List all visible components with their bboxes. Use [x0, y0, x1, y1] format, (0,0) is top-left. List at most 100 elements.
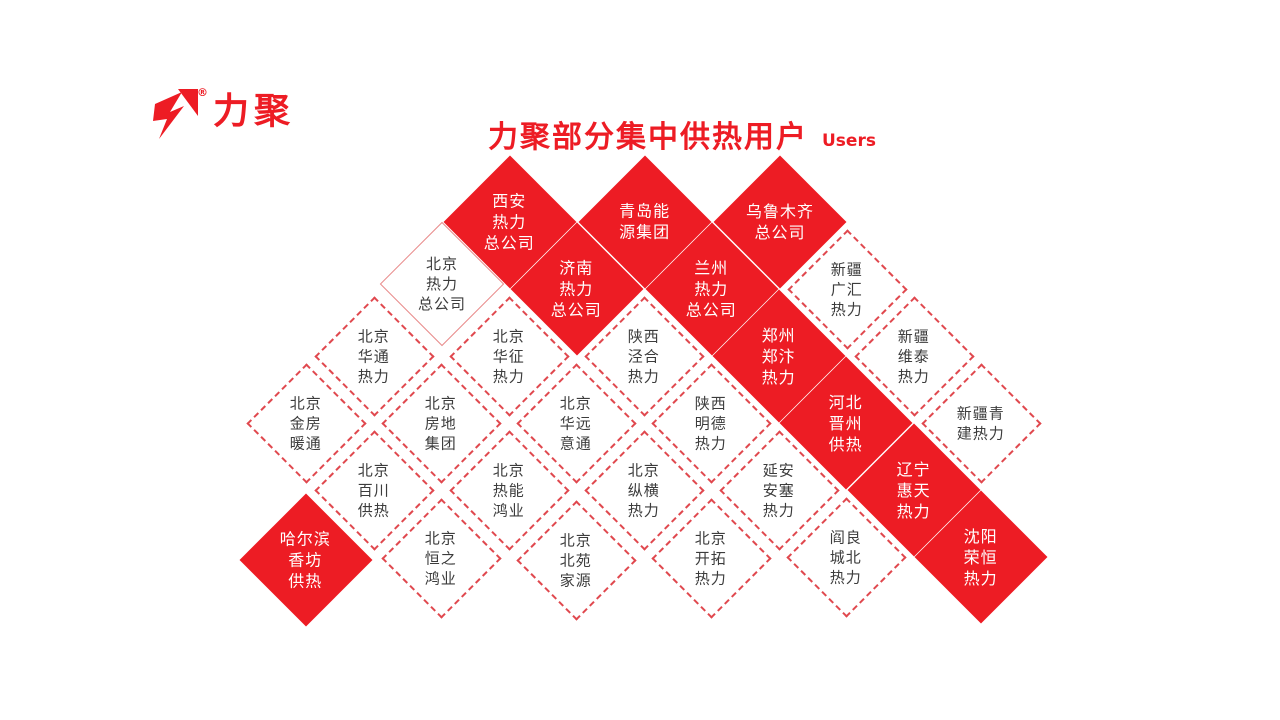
company-label-line: 乌鲁木齐 — [745, 201, 815, 221]
company-label: 北京 华征 热力 — [493, 326, 525, 386]
company-label-line: 沈阳 — [963, 526, 999, 546]
company-label: 北京 纵横 热力 — [628, 460, 660, 520]
company-label-line: 延安 — [762, 460, 796, 479]
company-label-line: 华远 — [559, 413, 593, 432]
company-label-line: 北京 — [357, 460, 391, 479]
company-label-line: 北京 — [424, 393, 458, 412]
company-label-line: 明德 — [694, 413, 728, 432]
lightning-logo-icon: ® — [151, 86, 208, 142]
company-label-line: 家源 — [559, 570, 593, 589]
company-label-line: 北京 — [492, 326, 526, 345]
company-label-line: 热能 — [492, 480, 526, 499]
company-label-line: 热力 — [829, 567, 863, 586]
company-label-line: 金房 — [289, 413, 323, 432]
company-label-line: 青岛能 — [619, 201, 671, 221]
company-label: 北京 金房 暖通 — [290, 393, 322, 453]
company-label-line: 北京 — [559, 530, 593, 549]
company-label: 辽宁 惠天 热力 — [897, 458, 931, 521]
company-label-line: 西安 — [492, 191, 528, 211]
company-label-line: 香坊 — [288, 550, 324, 570]
company-label-line: 北京 — [492, 460, 526, 479]
company-label-line: 热力 — [492, 366, 526, 385]
company-label: 延安 安塞 热力 — [763, 460, 795, 520]
company-label-line: 百川 — [357, 480, 391, 499]
company-label-line: 陕西 — [694, 393, 728, 412]
company-label-line: 城北 — [829, 547, 863, 566]
brand-name: 力聚 — [213, 91, 296, 132]
company-label-line: 热力 — [897, 366, 931, 385]
company-label: 西安 热力 总公司 — [484, 190, 535, 253]
company-label-line: 恒之 — [424, 548, 458, 567]
company-label: 新疆青 建热力 — [957, 403, 1005, 443]
company-label-line: 北京 — [424, 528, 458, 547]
company-label-line: 热力 — [357, 366, 391, 385]
company-label-line: 热力 — [694, 433, 728, 452]
company-label-line: 华征 — [492, 346, 526, 365]
company-label: 沈阳 荣恒 热力 — [964, 525, 998, 588]
company-label-line: 房地 — [424, 413, 458, 432]
company-label: 陕西 泾合 热力 — [628, 326, 660, 386]
company-label: 北京 百川 供热 — [358, 460, 390, 520]
company-label-line: 热力 — [963, 568, 999, 588]
company-label-line: 新疆 — [830, 259, 864, 278]
company-label-line: 北京 — [425, 254, 459, 273]
company-label-line: 陕西 — [627, 326, 661, 345]
company-label-line: 总公司 — [754, 222, 806, 242]
company-label-line: 兰州 — [694, 258, 730, 278]
company-label-line: 新疆 — [897, 326, 931, 345]
company-label-line: 河北 — [828, 392, 864, 412]
company-label-line: 总公司 — [551, 300, 603, 320]
company-label-line: 总公司 — [484, 233, 536, 253]
company-label-line: 供热 — [288, 571, 324, 591]
company-label: 北京 热力 总公司 — [418, 254, 466, 314]
company-label-line: 新疆青 — [956, 403, 1006, 422]
company-label-line: 热力 — [761, 367, 797, 387]
company-label-line: 泾合 — [627, 346, 661, 365]
page-subtitle: Users — [822, 131, 876, 151]
company-label-line: 热力 — [896, 501, 932, 521]
company-label-line: 热力 — [694, 279, 730, 299]
page-title: 力聚部分集中供热用户 — [488, 120, 808, 155]
company-label-line: 热力 — [762, 500, 796, 519]
company-label-line: 北京 — [627, 460, 661, 479]
company-label-line: 济南 — [559, 258, 595, 278]
company-label-line: 晋州 — [828, 413, 864, 433]
company-label: 哈尔滨 香坊 供热 — [280, 528, 331, 591]
company-label-line: 北京 — [289, 393, 323, 412]
company-label-line: 供热 — [357, 500, 391, 519]
company-label-line: 集团 — [424, 433, 458, 452]
company-label: 北京 热能 鸿业 — [493, 460, 525, 520]
company-label-line: 鸿业 — [424, 568, 458, 587]
company-label-line: 热力 — [694, 568, 728, 587]
company-label-line: 荣恒 — [963, 547, 999, 567]
company-label: 陕西 明德 热力 — [695, 393, 727, 453]
company-label: 新疆 维泰 热力 — [898, 326, 930, 386]
company-label: 阎良 城北 热力 — [830, 527, 862, 587]
company-label-line: 意通 — [559, 433, 593, 452]
company-label: 北京 房地 集团 — [425, 393, 457, 453]
company-label: 乌鲁木齐 总公司 — [746, 201, 814, 243]
company-label: 青岛能 源集团 — [619, 201, 670, 243]
company-label-line: 热力 — [425, 274, 459, 293]
company-label: 北京 北苑 家源 — [560, 530, 592, 590]
company-label-line: 热力 — [830, 299, 864, 318]
company-label-line: 惠天 — [896, 480, 932, 500]
company-label-line: 总公司 — [686, 300, 738, 320]
company-label: 北京 华远 意通 — [560, 393, 592, 453]
company-label-line: 郑汴 — [761, 346, 797, 366]
company-label-line: 热力 — [627, 500, 661, 519]
company-label-line: 总公司 — [417, 294, 467, 313]
company-label: 北京 华通 热力 — [358, 326, 390, 386]
company-label-line: 安塞 — [762, 480, 796, 499]
company-label-line: 北京 — [357, 326, 391, 345]
company-label-line: 华通 — [357, 346, 391, 365]
company-label-line: 维泰 — [897, 346, 931, 365]
company-label: 河北 晋州 供热 — [829, 391, 863, 454]
registered-trademark-icon: ® — [197, 86, 208, 99]
company-label-line: 暖通 — [289, 433, 323, 452]
company-label-line: 北京 — [694, 528, 728, 547]
company-label-line: 源集团 — [619, 222, 671, 242]
company-label-line: 阎良 — [829, 527, 863, 546]
